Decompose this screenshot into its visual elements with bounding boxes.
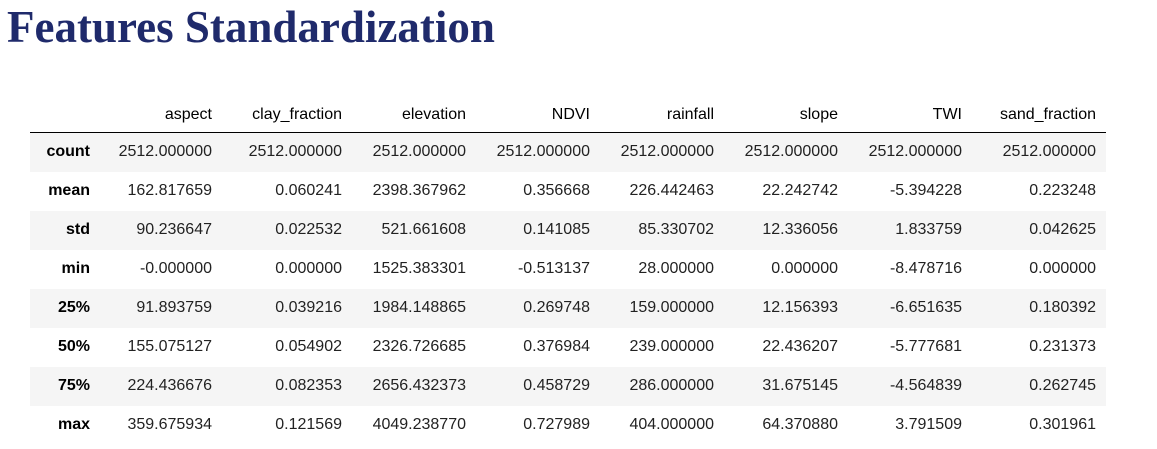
table-cell: 64.370880: [762, 416, 838, 433]
table-cell: 1525.383301: [372, 260, 466, 277]
column-header: clay_fraction: [222, 98, 352, 133]
table-cell: 2512.000000: [744, 143, 838, 161]
table-cell: 0.356668: [523, 182, 590, 199]
table-cell: 0.000000: [771, 260, 838, 277]
table-cell: 2512.000000: [372, 143, 466, 161]
table-cell: 2512.000000: [1002, 143, 1096, 161]
row-label: count: [46, 143, 90, 161]
table-cell: 1984.148865: [372, 299, 466, 316]
column-header: slope: [724, 98, 848, 133]
table-cell: -0.000000: [139, 260, 212, 277]
index-header: [30, 98, 98, 133]
table-cell: 12.156393: [762, 299, 838, 316]
table-cell: 0.082353: [275, 377, 342, 394]
table-cell: -5.394228: [889, 182, 962, 199]
table-cell: 0.180392: [1029, 299, 1096, 316]
header-row: aspect clay_fraction elevation NDVI rainfall…: [30, 98, 1106, 133]
table-cell: 2512.000000: [496, 143, 590, 161]
column-header: rainfall: [600, 98, 724, 133]
table-cell: -5.777681: [889, 338, 962, 355]
column-header: sand_fraction: [972, 98, 1106, 133]
table-cell: 226.442463: [629, 182, 714, 199]
table-cell: 155.075127: [127, 338, 212, 355]
table-cell: 90.236647: [136, 221, 212, 238]
table-cell: 85.330702: [638, 221, 714, 238]
table-cell: 0.141085: [523, 221, 590, 238]
table-row: count 2512.000000 2512.000000 2512.000000 25…: [30, 132, 1106, 172]
table-cell: 3.791509: [895, 416, 962, 433]
table-row: max 359.675934 0.121569 4049.238770 0.727989…: [30, 405, 1106, 445]
table-cell: -0.513137: [517, 260, 590, 277]
table-cell: 239.000000: [629, 338, 714, 355]
table-row: min -0.000000 0.000000 1525.383301 -0.513137…: [30, 249, 1106, 289]
table-cell: 224.436676: [127, 377, 212, 394]
table-cell: -4.564839: [889, 377, 962, 394]
table-header: aspect clay_fraction elevation NDVI rainfall…: [30, 98, 1106, 133]
table-cell: 0.054902: [275, 338, 342, 355]
table-cell: 22.242742: [762, 182, 838, 199]
column-header: TWI: [848, 98, 972, 133]
table-cell: 286.000000: [629, 377, 714, 394]
column-header: NDVI: [476, 98, 600, 133]
table-cell: 12.336056: [762, 221, 838, 238]
table-cell: 1.833759: [895, 221, 962, 238]
column-header: elevation: [352, 98, 476, 133]
describe-table-container: aspect clay_fraction elevation NDVI rainfall…: [30, 98, 1106, 445]
table-cell: 2656.432373: [372, 377, 466, 394]
table-cell: 0.301961: [1029, 416, 1096, 433]
table-cell: 2512.000000: [248, 143, 342, 161]
row-label: 25%: [57, 299, 90, 316]
row-label: min: [61, 260, 90, 277]
table-cell: 0.039216: [275, 299, 342, 316]
table-row: 25% 91.893759 0.039216 1984.148865 0.269748 1…: [30, 288, 1106, 328]
row-label: std: [66, 221, 90, 238]
table-cell: 28.000000: [638, 260, 714, 277]
row-label: 75%: [57, 377, 90, 394]
table-cell: 0.060241: [275, 182, 342, 199]
table-row: mean 162.817659 0.060241 2398.367962 0.35666…: [30, 171, 1106, 211]
row-label: max: [57, 416, 90, 433]
table-cell: 0.042625: [1029, 221, 1096, 238]
table-cell: 2326.726685: [372, 338, 466, 355]
table-row: 75% 224.436676 0.082353 2656.432373 0.458729…: [30, 366, 1106, 406]
row-label: 50%: [57, 338, 90, 355]
table-cell: 0.231373: [1029, 338, 1096, 355]
table-cell: 162.817659: [127, 182, 212, 199]
table-cell: 0.458729: [523, 377, 590, 394]
table-cell: 0.727989: [523, 416, 590, 433]
table-cell: 359.675934: [127, 416, 212, 433]
row-label: mean: [48, 182, 90, 199]
table-cell: 22.436207: [762, 338, 838, 355]
table-cell: 0.121569: [275, 416, 342, 433]
table-row: std 90.236647 0.022532 521.661608 0.141085 85…: [30, 210, 1106, 250]
table-cell: 91.893759: [136, 299, 212, 316]
table-cell: 0.000000: [1029, 260, 1096, 277]
table-cell: 0.000000: [275, 260, 342, 277]
table-cell: 2512.000000: [868, 143, 962, 161]
table-cell: 159.000000: [629, 299, 714, 316]
table-cell: -8.478716: [889, 260, 962, 277]
table-cell: 521.661608: [381, 221, 466, 238]
table-body: count 2512.000000 2512.000000 2512.000000 25…: [30, 132, 1106, 445]
page-title: Features Standardization: [7, 2, 495, 52]
table-cell: 31.675145: [762, 377, 838, 394]
table-cell: 404.000000: [629, 416, 714, 433]
table-cell: 0.269748: [523, 299, 590, 316]
describe-table: aspect clay_fraction elevation NDVI rainfall…: [30, 98, 1106, 445]
table-cell: 0.223248: [1029, 182, 1096, 199]
table-row: 50% 155.075127 0.054902 2326.726685 0.376984…: [30, 327, 1106, 367]
table-cell: 0.022532: [275, 221, 342, 238]
table-cell: 0.376984: [523, 338, 590, 355]
column-header: aspect: [98, 98, 222, 133]
table-cell: 2398.367962: [372, 182, 466, 199]
table-cell: 2512.000000: [118, 143, 212, 161]
table-cell: 0.262745: [1029, 377, 1096, 394]
table-cell: 2512.000000: [620, 143, 714, 161]
table-cell: -6.651635: [889, 299, 962, 316]
table-cell: 4049.238770: [372, 416, 466, 433]
